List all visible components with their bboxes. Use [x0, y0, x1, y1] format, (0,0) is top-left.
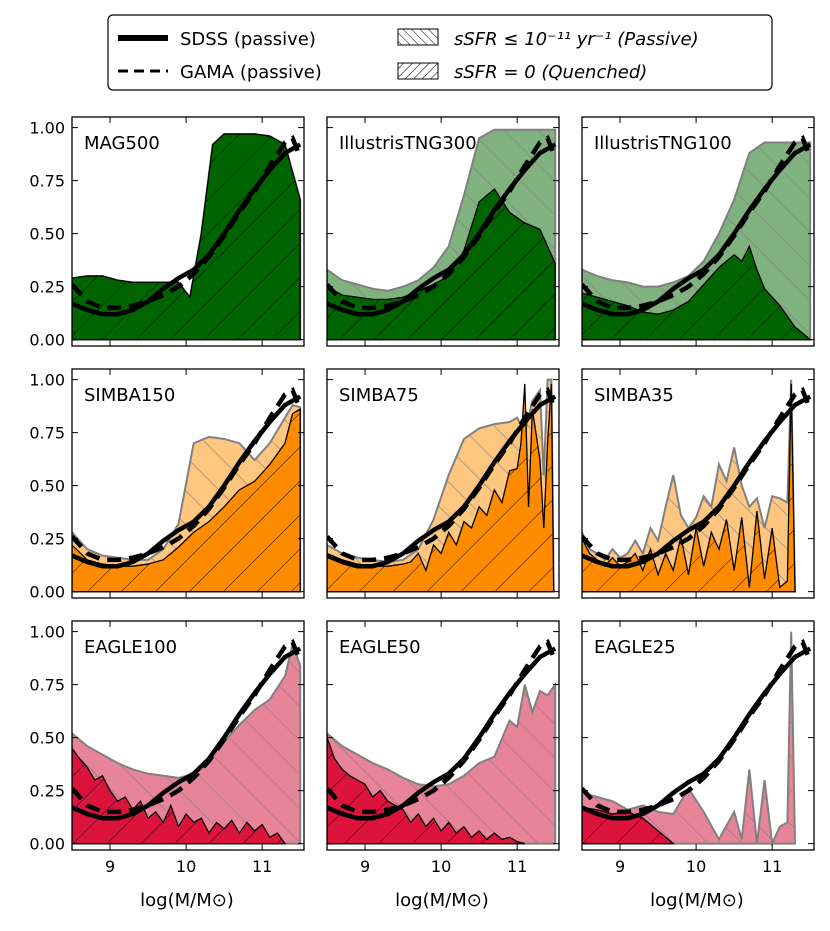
y-tick-label: 0.00: [29, 331, 65, 350]
legend-frame: [107, 14, 773, 91]
y-tick-label: 0.50: [29, 225, 65, 244]
panel-title: IllustrisTNG100: [594, 133, 732, 154]
x-tick-label: 9: [360, 857, 370, 876]
plot-area: [582, 379, 813, 593]
y-tick-label: 0.25: [29, 782, 65, 801]
panel-simba75: SIMBA75: [326, 368, 560, 599]
panel-title: SIMBA150: [84, 385, 175, 406]
panel-mag500: MAG500 0.00 0.25 0.50 0.75 1.00: [29, 116, 305, 350]
quenched-hatch: [72, 747, 287, 845]
x-tick-label: 10: [686, 857, 706, 876]
y-tick-label: 0.25: [29, 278, 65, 297]
y-tick-label: 0.75: [29, 676, 65, 695]
y-tick-label: 0.00: [29, 835, 65, 854]
sdss-line: [327, 394, 557, 569]
plot-area: [582, 134, 813, 341]
plot-area: [72, 132, 303, 341]
panel-frame: [71, 620, 305, 851]
gama-line: [72, 386, 303, 563]
plot-area: [582, 631, 813, 848]
panel-frame: [581, 620, 815, 851]
sdss-line: [72, 394, 302, 569]
sdss-line: [582, 646, 812, 821]
x-tick-label: 9: [105, 857, 115, 876]
panel-eagle100: EAGLE100 0.00 0.25 0.50 0.75 1.00 9 10 11: [29, 620, 305, 876]
gama-line: [327, 134, 558, 311]
quenched-hatch: [72, 133, 301, 341]
panel-grid: MAG500 0.00 0.25 0.50 0.75 1.00 IllustrisTNG30…: [29, 116, 815, 876]
plot-area: [72, 638, 303, 845]
plot-area: [327, 128, 558, 341]
y-tick-label: 0.00: [29, 583, 65, 602]
y-tick-label: 0.50: [29, 729, 65, 748]
panel-eagle50: EAGLE50 9 10 11: [326, 620, 560, 876]
panel-title: EAGLE25: [594, 637, 676, 658]
sdss-line: [72, 142, 302, 317]
y-tick-label: 0.25: [29, 530, 65, 549]
panel-frame: [71, 116, 305, 347]
xlabel-col-2: log(M/M⊙): [395, 890, 489, 911]
panel-title: EAGLE100: [84, 637, 177, 658]
gama-line: [582, 638, 813, 815]
panel-frame: [326, 620, 560, 851]
x-tick-label: 10: [431, 857, 451, 876]
x-tick-label: 11: [507, 857, 527, 876]
panel-title: SIMBA75: [339, 385, 419, 406]
y-tick-label: 0.75: [29, 424, 65, 443]
sdss-line: [327, 646, 557, 821]
y-tick-label: 1.00: [29, 371, 65, 390]
gama-line: [582, 134, 813, 311]
legend-quenched-label: sSFR = 0 (Quenched): [454, 62, 647, 83]
gama-line: [72, 134, 303, 311]
gama-line: [327, 638, 558, 815]
panel-frame: [581, 368, 815, 599]
y-tick-label: 1.00: [29, 623, 65, 642]
quenched-hatch: [327, 383, 555, 593]
x-tick-label: 11: [252, 857, 272, 876]
xlabel-col-1: log(M/M⊙): [140, 890, 234, 911]
panel-frame: [326, 116, 560, 347]
x-tick-label: 9: [615, 857, 625, 876]
gama-line: [582, 386, 813, 563]
legend: SDSS (passive) GAMA (passive) sSFR ≤ 10⁻…: [107, 14, 773, 91]
quenched-hatch: [582, 383, 796, 593]
panel-illustristng100: IllustrisTNG100: [581, 116, 815, 347]
legend-passive-swatch: [397, 28, 439, 46]
panel-frame: [326, 368, 560, 599]
panel-frame: [71, 368, 305, 599]
plot-area: [327, 638, 558, 845]
gama-line: [327, 386, 558, 563]
sdss-line: [72, 646, 302, 821]
quenched-hatch: [582, 244, 812, 341]
gama-line: [72, 638, 303, 815]
x-axis-labels: log(M/M⊙) log(M/M⊙) log(M/M⊙): [140, 890, 744, 911]
panel-illustristng300: IllustrisTNG300: [326, 116, 560, 347]
x-tick-label: 10: [176, 857, 196, 876]
panel-frame: [581, 116, 815, 347]
panel-simba35: SIMBA35: [581, 368, 815, 599]
xlabel-col-3: log(M/M⊙): [650, 890, 744, 911]
plot-area: [72, 386, 303, 593]
y-tick-label: 1.00: [29, 119, 65, 138]
legend-passive-label: sSFR ≤ 10⁻¹¹ yr⁻¹ (Passive): [454, 29, 699, 50]
x-tick-label: 11: [762, 857, 782, 876]
legend-sdss-label: SDSS (passive): [180, 29, 316, 50]
sdss-line: [582, 142, 812, 317]
legend-quenched-swatch: [397, 62, 439, 80]
panel-eagle25: EAGLE25 9 10 11: [581, 620, 815, 876]
passive-hatch: [582, 631, 797, 848]
plot-area: [327, 378, 558, 593]
panel-title: EAGLE50: [339, 637, 421, 658]
y-tick-label: 0.50: [29, 477, 65, 496]
sdss-line: [582, 394, 812, 569]
panel-title: SIMBA35: [594, 385, 674, 406]
legend-gama-label: GAMA (passive): [180, 62, 322, 83]
y-tick-label: 0.75: [29, 172, 65, 191]
panel-title: MAG500: [84, 133, 160, 154]
panel-title: IllustrisTNG300: [339, 133, 477, 154]
panel-simba150: SIMBA150 0.00 0.25 0.50 0.75 1.00: [29, 368, 305, 602]
sdss-line: [327, 142, 557, 317]
